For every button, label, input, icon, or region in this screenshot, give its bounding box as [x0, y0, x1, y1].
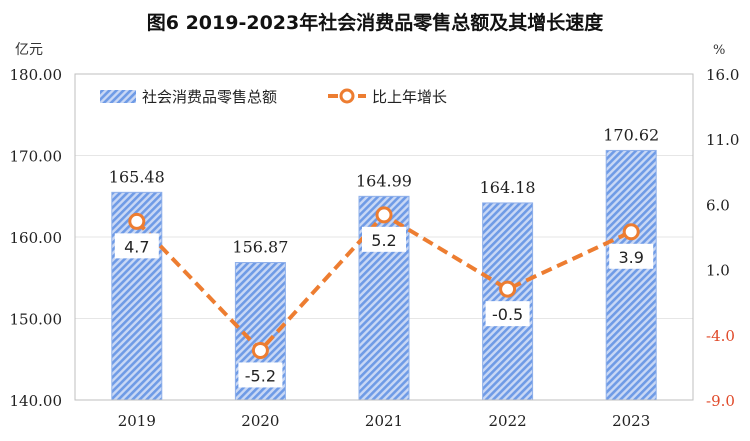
left-tick-label: 150.00: [10, 311, 63, 329]
right-tick-label: 6.0: [706, 196, 730, 214]
right-tick-label: -9.0: [706, 392, 735, 410]
line-marker: [128, 212, 146, 230]
bar-value-label: 170.62: [603, 125, 659, 144]
line-value-label: -5.2: [245, 366, 276, 385]
x-tick-label: 2020: [241, 412, 279, 430]
line-marker: [499, 280, 517, 298]
legend: 社会消费品零售总额 比上年增长: [100, 88, 447, 106]
line-label-box: [362, 226, 406, 252]
line-marker: [251, 341, 269, 359]
bar-value-label: 156.87: [232, 238, 288, 257]
line-label-box: [485, 301, 530, 327]
x-tick-label: 2022: [489, 412, 527, 430]
line-marker: [622, 223, 640, 241]
left-tick-label: 180.00: [10, 66, 63, 84]
line-marker: [375, 206, 393, 224]
line-label-box: [238, 362, 283, 388]
line-value-label: 3.9: [618, 248, 643, 267]
legend-label-line: 比上年增长: [372, 88, 447, 106]
line-value-label: 4.7: [124, 237, 149, 256]
left-tick-label: 160.00: [10, 229, 63, 247]
line-label-box: [114, 233, 159, 259]
left-axis-unit: 亿元: [15, 42, 43, 58]
right-tick-label: 1.0: [706, 262, 730, 280]
bar-value-label: 164.99: [356, 171, 412, 190]
left-tick-label: 170.00: [10, 148, 63, 166]
right-tick-label: -4.0: [706, 327, 735, 345]
x-tick-label: 2019: [118, 412, 156, 430]
legend-swatch-bar: [100, 90, 136, 103]
right-tick-label: 16.0: [706, 66, 739, 84]
line-value-label: 5.2: [371, 231, 396, 250]
x-tick-label: 2023: [612, 412, 650, 430]
bar-value-label: 165.48: [109, 167, 165, 186]
legend-marker: [339, 88, 355, 104]
left-tick-label: 140.00: [10, 392, 63, 410]
plot-border: [74, 73, 694, 401]
line-label-box: [609, 243, 654, 269]
x-tick-label: 2021: [365, 412, 403, 430]
right-axis-unit: %: [713, 43, 725, 58]
legend-label-bar: 社会消费品零售总额: [142, 88, 277, 106]
line-value-label: -0.5: [492, 305, 523, 324]
bar: [605, 149, 657, 401]
right-tick-label: 11.0: [706, 131, 739, 149]
bar-value-label: 164.18: [480, 178, 536, 197]
chart-title: 图6 2019-2023年社会消费品零售总额及其增长速度: [147, 11, 604, 34]
